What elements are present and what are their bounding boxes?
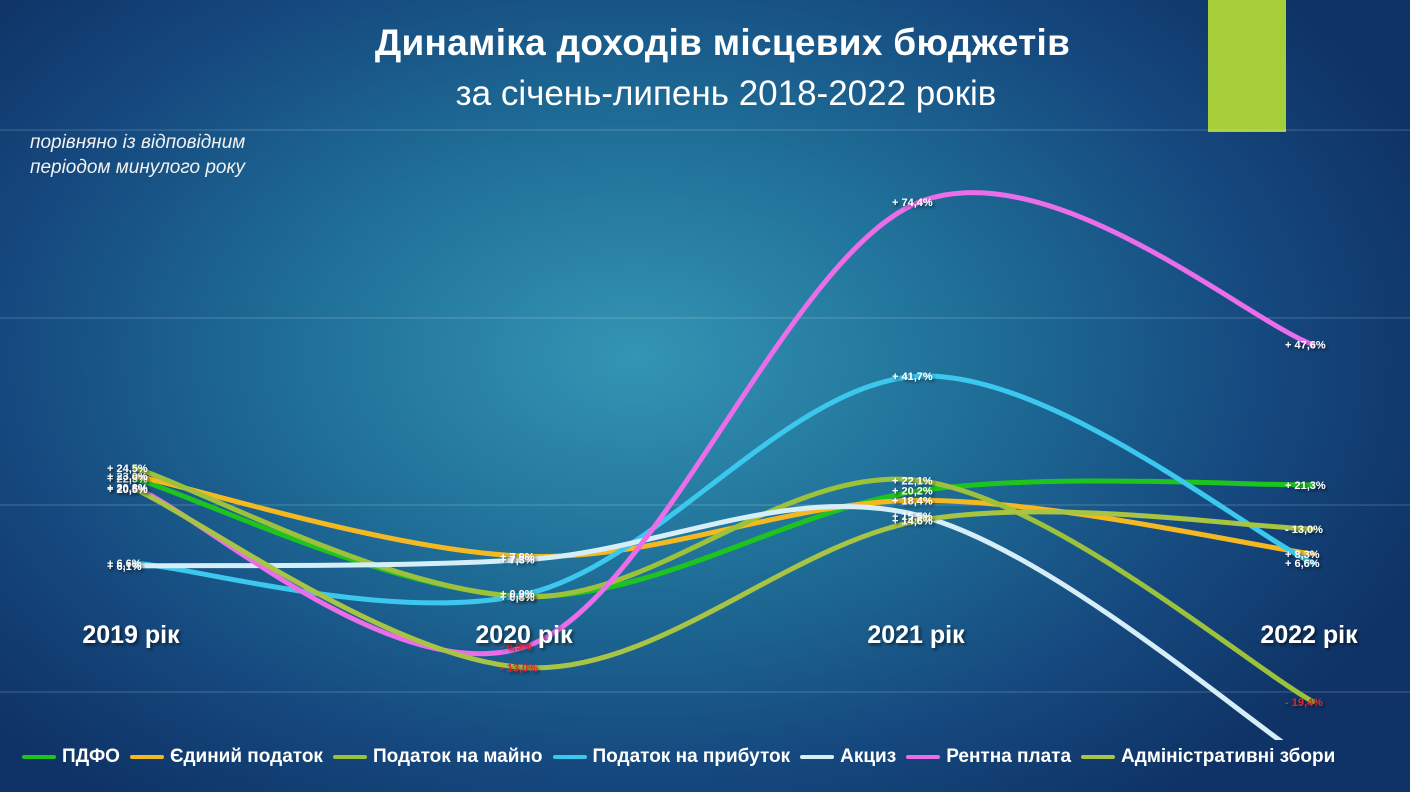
legend-item-адміністративні-збори: Адміністративні збори [1081,746,1335,768]
series-line-пдфо [132,475,1316,599]
legend-label: Акциз [840,746,897,767]
x-tick-label: 2019 рік [82,621,180,649]
note-line-1: порівняно із відповідним [30,132,246,153]
series-group [132,190,1316,740]
data-label: + 14,6% [892,516,933,528]
data-label: + 15,5% [892,511,933,523]
data-label: + 47,6% [1285,340,1326,352]
grid [0,129,1410,693]
x-tick-label: 2020 рік [475,621,573,649]
data-label: + 22,1% [892,476,933,488]
legend-swatch [22,755,56,759]
legend-label: Єдиний податок [169,746,323,767]
accent-rectangle [1208,0,1286,132]
series-line-податок-на-прибуток [132,373,1316,606]
data-label: + 20,8% [107,483,148,495]
x-tick-label: 2022 рік [1260,621,1358,649]
legend-item-акциз: Акциз [800,746,896,768]
legend-swatch [1081,755,1116,759]
note-line-2: періодом минулого року [30,157,245,178]
legend: ПДФО Єдиний податок Податок на майно Подато… [22,744,1345,770]
data-label: + 74,4% [892,197,933,209]
legend-label: Податок на майно [372,746,543,767]
x-tick-label: 2021 рік [867,621,965,649]
data-label: + 8,3% [1285,549,1320,561]
data-label: + 41,7% [892,371,933,383]
legend-item-пдфо: ПДФО [22,746,120,768]
comparison-note: порівняно із відповідним періодом минуло… [30,130,245,180]
legend-item-єдиний-податок: Єдиний податок [129,746,323,768]
data-label: + 0,3% [500,592,535,604]
legend-item-рентна-плата: Рентна плата [906,746,1071,768]
data-label: - 8,9% [500,641,532,653]
data-labels: + 22,5% + 0,4% + 20,2% + 21,3% + 23,0% + 7,9%… [107,197,1326,709]
x-axis: 2019 рік 2020 рік 2021 рік 2022 рік [82,621,1358,649]
data-label: - 13,0% [500,663,538,675]
legend-item-податок-на-майно: Податок на майно [332,746,543,768]
legend-label: Адміністративні збори [1121,746,1336,767]
data-label: + 24,5% [107,463,148,475]
data-label: + 18,4% [892,495,933,507]
legend-swatch [332,755,367,759]
legend-swatch [129,755,164,759]
data-label: + 0,9% [500,589,535,601]
legend-label: Рентна плата [946,746,1072,767]
series-line-адміністративні-збори [132,486,1316,671]
data-label: + 6,1% [107,561,142,573]
chart-title: Динаміка доходів місцевих бюджетів [374,22,1071,63]
data-label: + 6,6% [107,558,142,570]
legend-swatch [552,755,587,759]
data-label: + 0,4% [500,591,535,603]
legend-label: ПДФО [62,746,120,767]
chart-subtitle: за січень-липень 2018-2022 років [455,74,997,113]
legend-label: Податок на прибуток [592,746,791,767]
series-line-рентна-плата [132,190,1316,657]
data-label: + 20,2% [892,486,933,498]
data-label: - 13,0% [1285,524,1323,536]
legend-swatch [800,755,835,759]
data-label: + 22,5% [107,473,148,485]
line-chart: + 22,5% + 0,4% + 20,2% + 21,3% + 23,0% + 7,9%… [0,129,1410,740]
series-line-акциз [132,503,1284,740]
legend-swatch [906,755,941,759]
data-label: + 21,3% [1285,480,1326,492]
data-label: - 19,4% [1285,697,1323,709]
data-label: + 7,9% [500,551,535,563]
data-label: + 6,6% [1285,558,1320,570]
data-label: + 23,0% [107,471,148,483]
legend-item-податок-на-прибуток: Податок на прибуток [552,746,791,768]
series-line-єдиний-податок [132,473,1316,559]
series-line-податок-на-майно [132,465,1316,705]
data-label: + 20,5% [107,484,148,496]
data-label: + 7,3% [500,554,535,566]
